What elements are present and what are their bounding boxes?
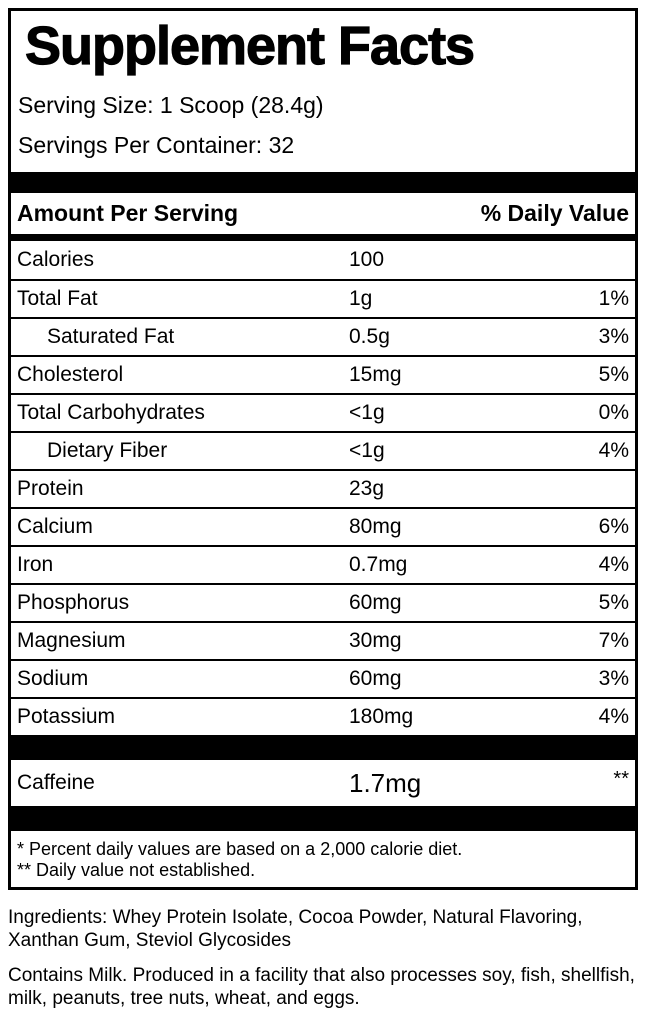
nutrient-daily-value: 1% — [598, 287, 629, 310]
nutrient-daily-value: 5% — [598, 591, 629, 614]
separator-bar-header — [11, 234, 635, 241]
nutrient-name: Phosphorus — [17, 591, 130, 614]
footnotes: * Percent daily values are based on a 2,… — [17, 839, 629, 881]
nutrient-row: Total Carbohydrates <1g 0% — [11, 393, 635, 431]
nutrient-name: Magnesium — [17, 629, 126, 652]
nutrient-row: Phosphorus 60mg 5% — [11, 583, 635, 621]
ingredients-text: Ingredients: Whey Protein Isolate, Cocoa… — [8, 907, 583, 951]
nutrient-row: Total Fat 1g 1% — [11, 279, 635, 317]
nutrient-amount: 1g — [349, 287, 373, 310]
nutrient-row: Calcium 80mg 6% — [11, 507, 635, 545]
amount-per-serving-header: Amount Per Serving — [17, 200, 239, 226]
nutrient-name: Iron — [17, 553, 54, 576]
nutrient-row: Calories 100 — [11, 241, 635, 279]
nutrient-amount: 100 — [349, 248, 385, 271]
nutrient-amount: 180mg — [349, 705, 414, 728]
nutrient-amount: 15mg — [349, 363, 402, 386]
nutrient-name: Total Carbohydrates — [17, 401, 205, 424]
nutrient-row: Potassium 180mg 4% — [11, 697, 635, 735]
nutrient-daily-value: ** — [613, 768, 629, 790]
nutrient-daily-value: 5% — [598, 363, 629, 386]
nutrient-daily-value: 0% — [598, 401, 629, 424]
supplement-facts-panel: Supplement Facts Serving Size: 1 Scoop (… — [8, 8, 638, 890]
nutrient-daily-value: 4% — [598, 439, 629, 462]
nutrient-amount: 60mg — [349, 667, 402, 690]
nutrient-rows: Calories 100 Total Fat 1g 1% Saturated F… — [11, 241, 635, 735]
nutrient-name: Calories — [17, 248, 95, 271]
nutrient-name: Total Fat — [17, 287, 98, 310]
nutrient-name: Protein — [17, 477, 84, 500]
nutrient-amount: <1g — [349, 439, 385, 462]
nutrient-name: Cholesterol — [17, 363, 124, 386]
nutrient-amount: <1g — [349, 401, 385, 424]
nutrient-row: Magnesium 30mg 7% — [11, 621, 635, 659]
nutrient-name: Sodium — [17, 667, 89, 690]
footnote-not-established: ** Daily value not established. — [17, 860, 256, 880]
nutrient-row: Iron 0.7mg 4% — [11, 545, 635, 583]
allergen-text: Contains Milk. Produced in a facility th… — [8, 965, 635, 1009]
nutrient-daily-value: 4% — [598, 705, 629, 728]
nutrient-row: Cholesterol 15mg 5% — [11, 355, 635, 393]
serving-size: Serving Size: 1 Scoop (28.4g) — [18, 92, 324, 118]
nutrient-name: Dietary Fiber — [47, 439, 168, 462]
nutrient-row: Protein 23g — [11, 469, 635, 507]
nutrient-daily-value: 3% — [598, 325, 629, 348]
daily-value-header: % Daily Value — [480, 200, 629, 226]
nutrient-name: Potassium — [17, 705, 116, 728]
footnote-percent-dv: * Percent daily values are based on a 2,… — [17, 839, 463, 859]
nutrient-amount: 60mg — [349, 591, 402, 614]
nutrient-daily-value: 3% — [598, 667, 629, 690]
separator-bar-pre-caffeine — [11, 735, 635, 760]
table-header: Amount Per Serving % Daily Value — [11, 193, 635, 234]
nutrient-daily-value: 7% — [598, 629, 629, 652]
nutrient-amount: 0.7mg — [349, 553, 408, 576]
panel-title: Supplement Facts — [24, 16, 475, 76]
separator-bar-post-caffeine — [11, 806, 635, 831]
nutrient-row: Sodium 60mg 3% — [11, 659, 635, 697]
nutrient-daily-value: 6% — [598, 515, 629, 538]
separator-bar-top — [11, 172, 635, 193]
nutrient-name: Caffeine — [17, 771, 95, 794]
nutrient-name: Calcium — [17, 515, 93, 538]
nutrient-amount: 23g — [349, 477, 385, 500]
servings-per-container: Servings Per Container: 32 — [18, 132, 295, 158]
nutrient-daily-value: 4% — [598, 553, 629, 576]
nutrient-amount: 1.7mg — [349, 767, 422, 798]
nutrient-amount: 80mg — [349, 515, 402, 538]
nutrient-row: Saturated Fat 0.5g 3% — [11, 317, 635, 355]
caffeine-row: Caffeine 1.7mg ** — [11, 760, 635, 806]
nutrient-amount: 30mg — [349, 629, 402, 652]
nutrient-name: Saturated Fat — [47, 325, 175, 348]
nutrient-row: Dietary Fiber <1g 4% — [11, 431, 635, 469]
nutrient-amount: 0.5g — [349, 325, 390, 348]
